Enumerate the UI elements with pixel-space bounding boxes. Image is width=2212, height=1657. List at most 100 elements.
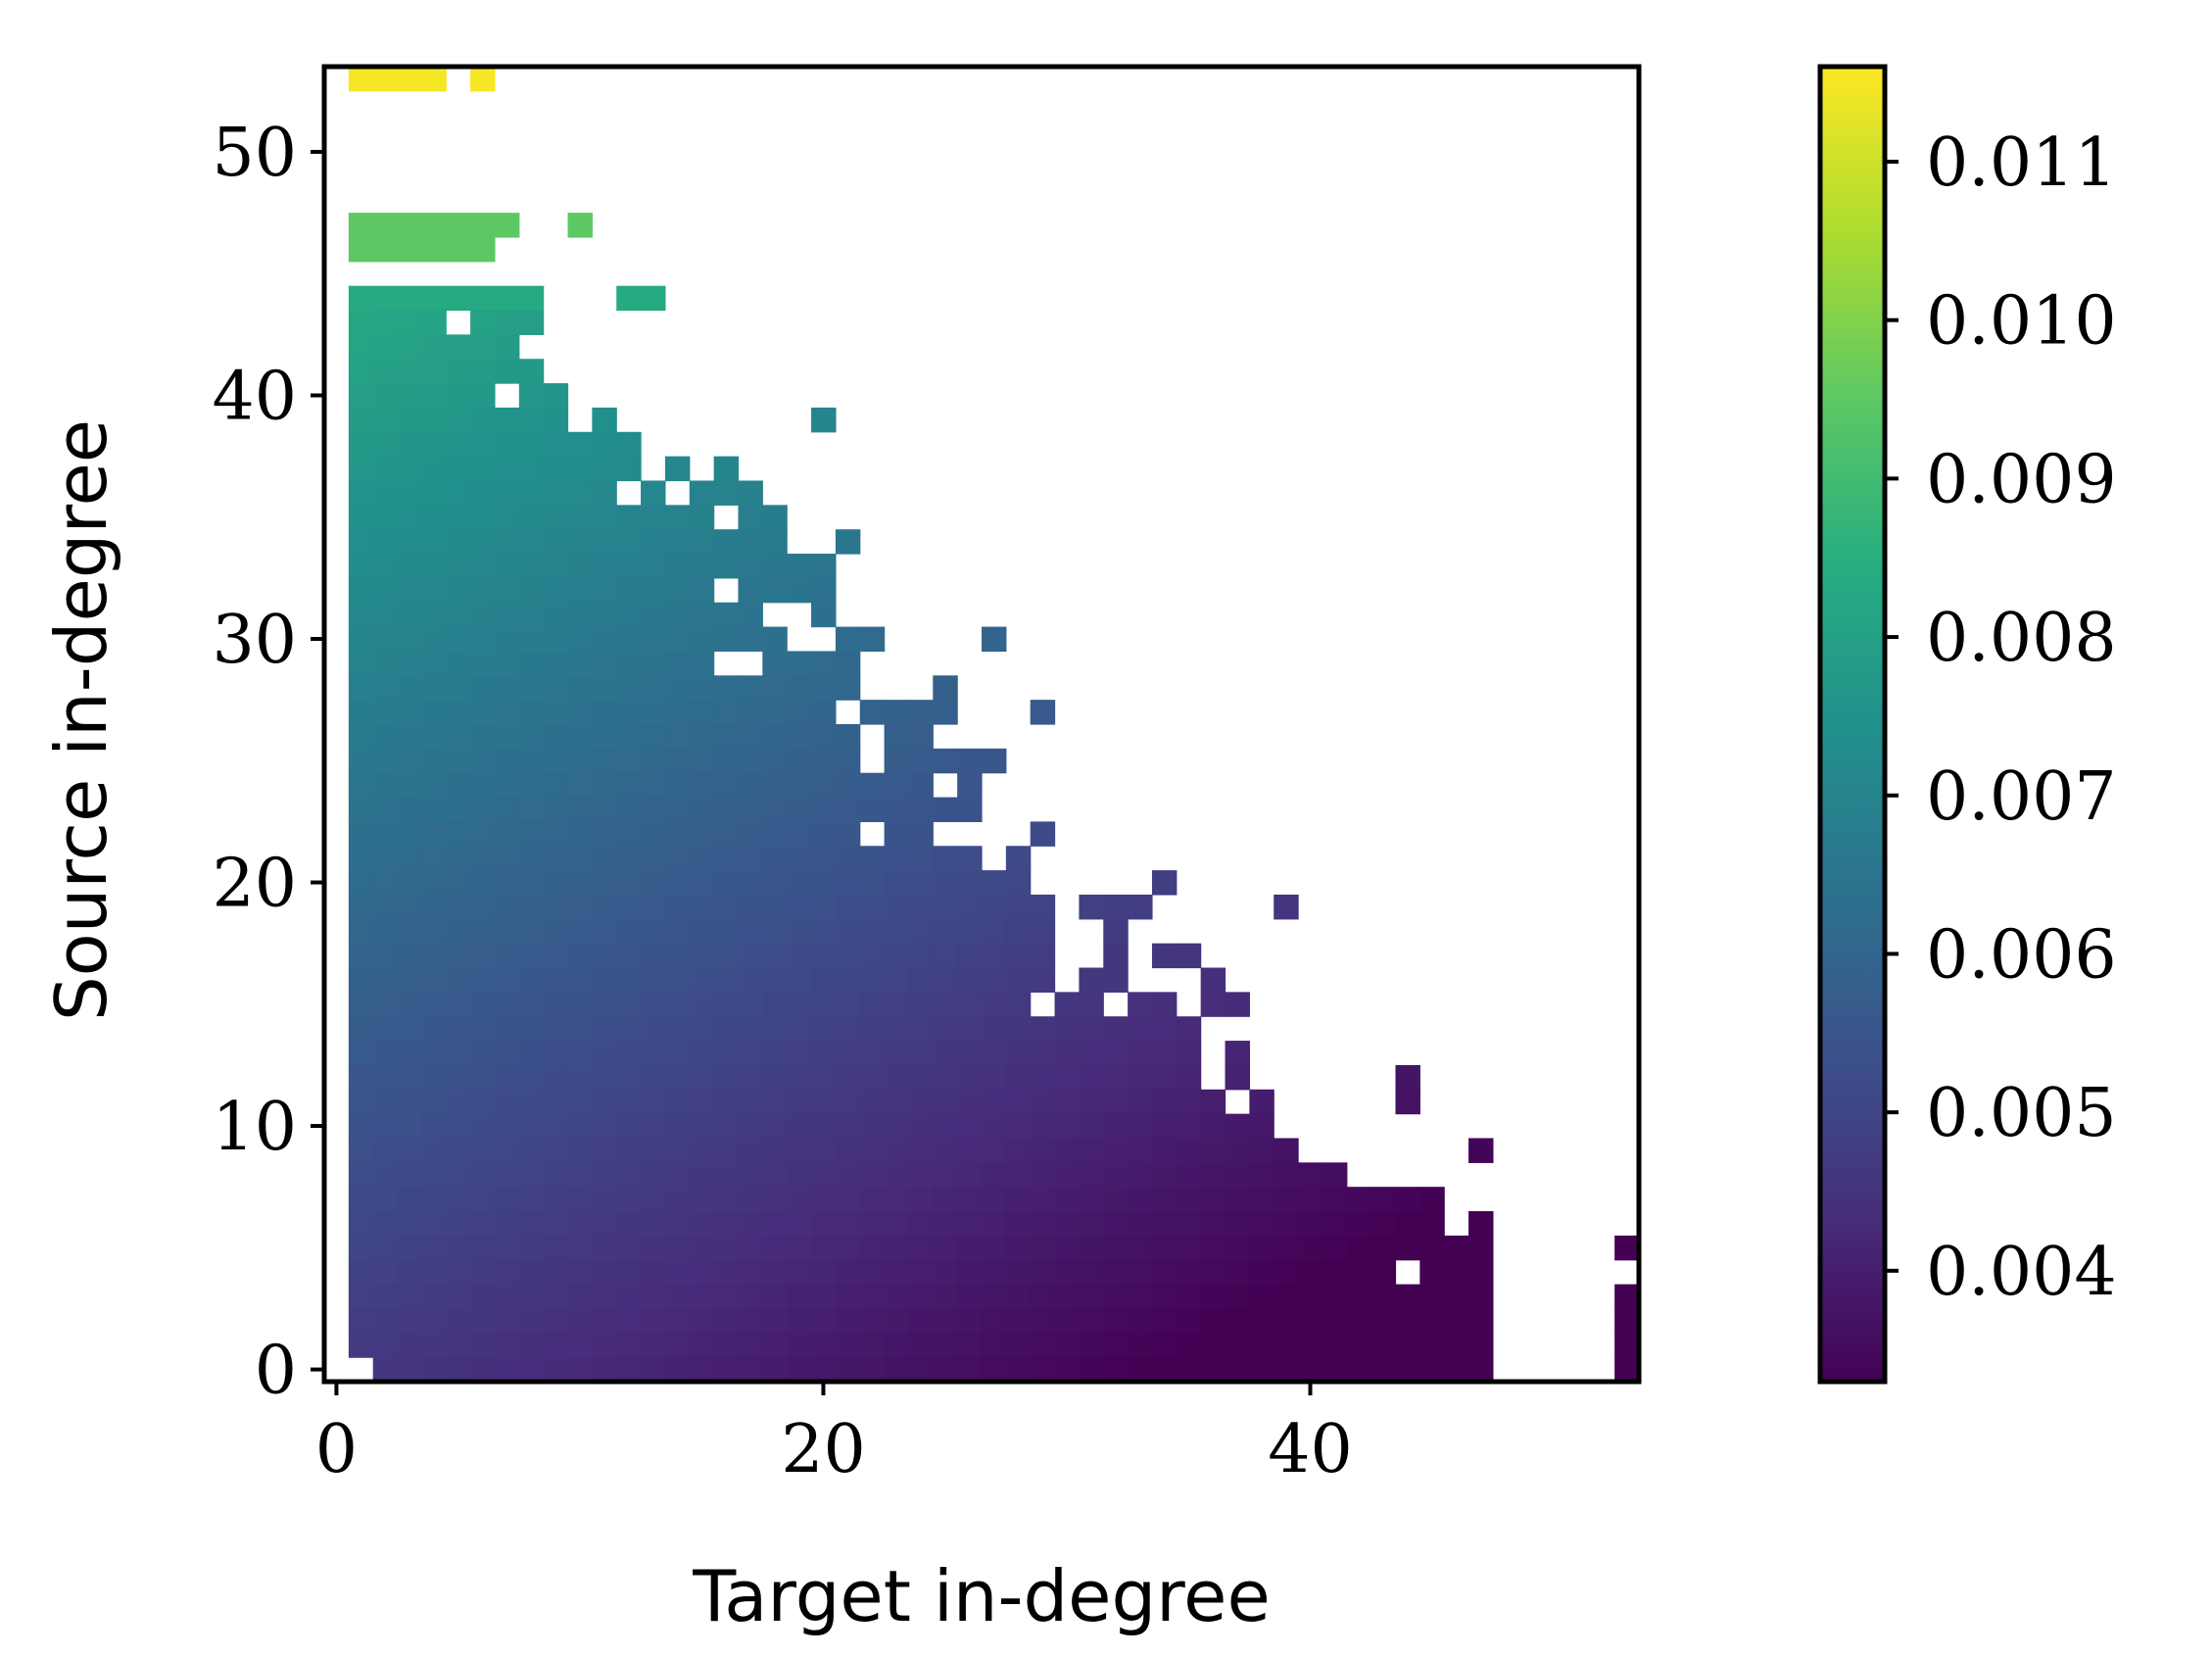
heatmap-cell (592, 1187, 617, 1212)
heatmap-cell (1005, 992, 1032, 1017)
heatmap-cell (835, 918, 861, 945)
heatmap-cell (372, 651, 399, 676)
heatmap-cell (811, 577, 837, 604)
heatmap-cell (494, 1308, 520, 1334)
heatmap-cell (397, 1259, 423, 1286)
heatmap-cell (1079, 1113, 1104, 1140)
heatmap-cell (689, 992, 715, 1017)
heatmap-cell (616, 1016, 642, 1042)
heatmap-cell (908, 821, 934, 847)
heatmap-cell (372, 213, 399, 238)
heatmap-cell (1151, 1187, 1178, 1212)
heatmap-cell (470, 407, 496, 433)
heatmap-cell (908, 1259, 934, 1286)
heatmap-cell (1419, 1357, 1445, 1383)
heatmap-cell (372, 1284, 399, 1310)
heatmap-cell (567, 1284, 593, 1310)
heatmap-cell (859, 797, 886, 823)
heatmap-cell (1030, 1211, 1056, 1237)
heatmap-cell (518, 626, 545, 653)
heatmap-cell (348, 505, 374, 530)
heatmap-cell (421, 918, 447, 945)
heatmap-cell (641, 1284, 666, 1310)
heatmap-cell (1225, 1308, 1250, 1334)
heatmap-cell (787, 724, 812, 750)
heatmap-cell (908, 700, 934, 725)
heatmap-cell (664, 918, 691, 945)
heatmap-cell (1128, 1113, 1153, 1140)
heatmap-cell (1151, 1235, 1178, 1261)
heatmap-cell (372, 1357, 399, 1383)
heatmap-cell (567, 772, 593, 799)
heatmap-cell (446, 334, 471, 360)
heatmap-cell (1176, 1138, 1202, 1163)
heatmap-cell (446, 602, 471, 628)
heatmap-cell (518, 310, 545, 335)
heatmap-cell (1346, 1308, 1372, 1334)
heatmap-cell (689, 821, 715, 847)
heatmap-cell (494, 407, 520, 433)
heatmap-cell (811, 407, 837, 433)
heatmap-cell (1468, 1284, 1494, 1310)
heatmap-cell (543, 870, 569, 896)
heatmap-cell (982, 1284, 1007, 1310)
heatmap-cell (567, 967, 593, 993)
heatmap-cell (592, 870, 617, 896)
heatmap-cell (787, 675, 812, 701)
heatmap-cell (372, 407, 399, 433)
heatmap-cell (1128, 1162, 1153, 1188)
heatmap-cell (689, 772, 715, 799)
heatmap-cell (348, 1064, 374, 1091)
heatmap-cell (811, 943, 837, 969)
heatmap-cell (518, 1259, 545, 1286)
heatmap-cell (421, 1064, 447, 1091)
heatmap-cell (470, 626, 496, 653)
heatmap-cell (859, 967, 886, 993)
heatmap-cell (616, 1259, 642, 1286)
heatmap-cell (908, 1113, 934, 1140)
heatmap-cell (664, 456, 691, 482)
heatmap-cell (811, 1284, 837, 1310)
heatmap-cell (713, 700, 740, 725)
heatmap-cell (616, 285, 642, 312)
heatmap-cell (1468, 1308, 1494, 1334)
heatmap-cell (713, 1211, 740, 1237)
heatmap-cell (1176, 1089, 1202, 1115)
heatmap-cell (1151, 1089, 1178, 1115)
heatmap-cell (957, 1113, 983, 1140)
heatmap-cell (372, 1333, 399, 1358)
heatmap-cell (1054, 1138, 1081, 1163)
heatmap-cell (933, 1259, 958, 1286)
heatmap-cell (664, 1064, 691, 1091)
heatmap-cell (1614, 1235, 1640, 1261)
heatmap-cell (787, 772, 812, 799)
heatmap-cell (348, 1333, 374, 1358)
heatmap-cell (762, 554, 788, 579)
heatmap-cell (1151, 1357, 1178, 1383)
heatmap-cell (470, 748, 496, 774)
heatmap-cell (787, 1041, 812, 1066)
heatmap-cell (664, 529, 691, 555)
heatmap-cell (1200, 1259, 1226, 1286)
heatmap-cell (982, 1235, 1007, 1261)
heatmap-cell (494, 700, 520, 725)
heatmap-cell (543, 1016, 569, 1042)
heatmap-cell (543, 1064, 569, 1091)
heatmap-cell (957, 772, 983, 799)
heatmap-cell (1444, 1235, 1469, 1261)
heatmap-cell (982, 1187, 1007, 1212)
heatmap-cell (738, 918, 763, 945)
heatmap-cell (348, 1089, 374, 1115)
heatmap-cell (446, 505, 471, 530)
heatmap-cell (494, 626, 520, 653)
heatmap-cell (494, 480, 520, 506)
heatmap-cell (372, 870, 399, 896)
heatmap-cell (1419, 1211, 1445, 1237)
heatmap-cell (1200, 1284, 1226, 1310)
heatmap-cell (1274, 894, 1299, 920)
heatmap-cell (1274, 1259, 1299, 1286)
heatmap-cell (421, 285, 447, 312)
heatmap-cell (908, 1064, 934, 1091)
heatmap-cell (1176, 1308, 1202, 1334)
heatmap-cell (957, 1211, 983, 1237)
